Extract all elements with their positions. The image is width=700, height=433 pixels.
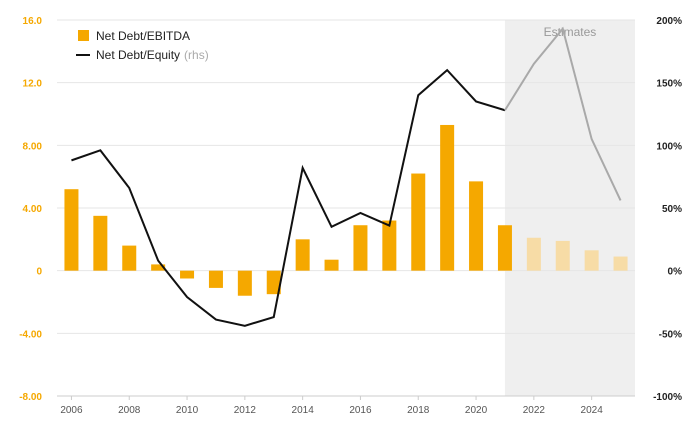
x-tick-label: 2020 <box>465 405 488 416</box>
bar-2009 <box>151 264 166 271</box>
bar-2022 <box>526 237 541 271</box>
bar-2016 <box>353 225 368 271</box>
bar-2017 <box>382 220 397 271</box>
bar-2011 <box>208 270 223 288</box>
right-tick-label: 0% <box>668 267 683 278</box>
x-tick-label: 2008 <box>118 405 141 416</box>
legend-bar-label: Net Debt/EBITDA <box>96 29 190 43</box>
bar-2025 <box>613 256 628 271</box>
x-axis: 2006 2008 2010 2012 2014 2016 2018 2020 2022 2024 <box>57 395 635 416</box>
legend-line-suffix: (rhs) <box>184 48 209 62</box>
equity-line-actual <box>71 68 506 327</box>
x-tick-label: 2016 <box>349 405 372 416</box>
right-tick-label: 200% <box>656 16 682 27</box>
x-tick-label: 2024 <box>581 405 604 416</box>
right-tick-label: 50% <box>662 204 682 215</box>
legend-line-label: Net Debt/Equity (rhs) <box>96 48 209 62</box>
bar-2006 <box>64 189 79 271</box>
left-tick-label: 4.00 <box>23 204 43 215</box>
bar-2020 <box>469 181 484 271</box>
bar-2024 <box>584 250 599 271</box>
bar-2019 <box>440 124 455 271</box>
bar-2018 <box>411 173 426 271</box>
bar-2013 <box>266 270 281 295</box>
left-tick-label: 12.0 <box>23 79 43 90</box>
equity-line-estimate <box>504 26 622 201</box>
legend-bar-swatch <box>78 30 89 41</box>
line-series <box>71 26 622 327</box>
bar-2007 <box>93 215 108 271</box>
right-tick-label: -50% <box>659 329 682 340</box>
bar-2021 <box>497 225 512 271</box>
bar-series <box>64 124 628 296</box>
bar-2008 <box>122 245 137 271</box>
right-tick-label: 150% <box>656 79 682 90</box>
left-tick-label: -4.00 <box>19 329 42 340</box>
left-tick-label: 8.00 <box>23 141 43 152</box>
right-tick-label: -100% <box>653 392 682 403</box>
left-tick-label: -8.00 <box>19 392 42 403</box>
x-tick-label: 2014 <box>292 405 315 416</box>
left-tick-label: 16.0 <box>23 16 43 27</box>
x-tick-label: 2010 <box>176 405 199 416</box>
estimates-label: Estimates <box>544 25 597 39</box>
left-axis: -8.00 -4.00 0 4.00 8.00 12.0 16.0 <box>19 16 42 403</box>
legend-line-name: Net Debt/Equity <box>96 48 180 62</box>
left-tick-label: 0 <box>36 267 42 278</box>
x-tick-label: 2018 <box>407 405 430 416</box>
bar-2014 <box>295 239 310 271</box>
right-tick-label: 100% <box>656 141 682 152</box>
bar-2012 <box>237 270 252 296</box>
legend: Net Debt/EBITDA Net Debt/Equity (rhs) <box>76 29 209 62</box>
x-tick-label: 2006 <box>60 405 83 416</box>
x-tick-label: 2012 <box>234 405 257 416</box>
right-axis: -100% -50% 0% 50% 100% 150% 200% <box>653 16 682 403</box>
bar-2023 <box>555 240 570 271</box>
bar-2010 <box>180 270 195 279</box>
bar-2015 <box>324 259 339 271</box>
x-tick-label: 2022 <box>523 405 546 416</box>
